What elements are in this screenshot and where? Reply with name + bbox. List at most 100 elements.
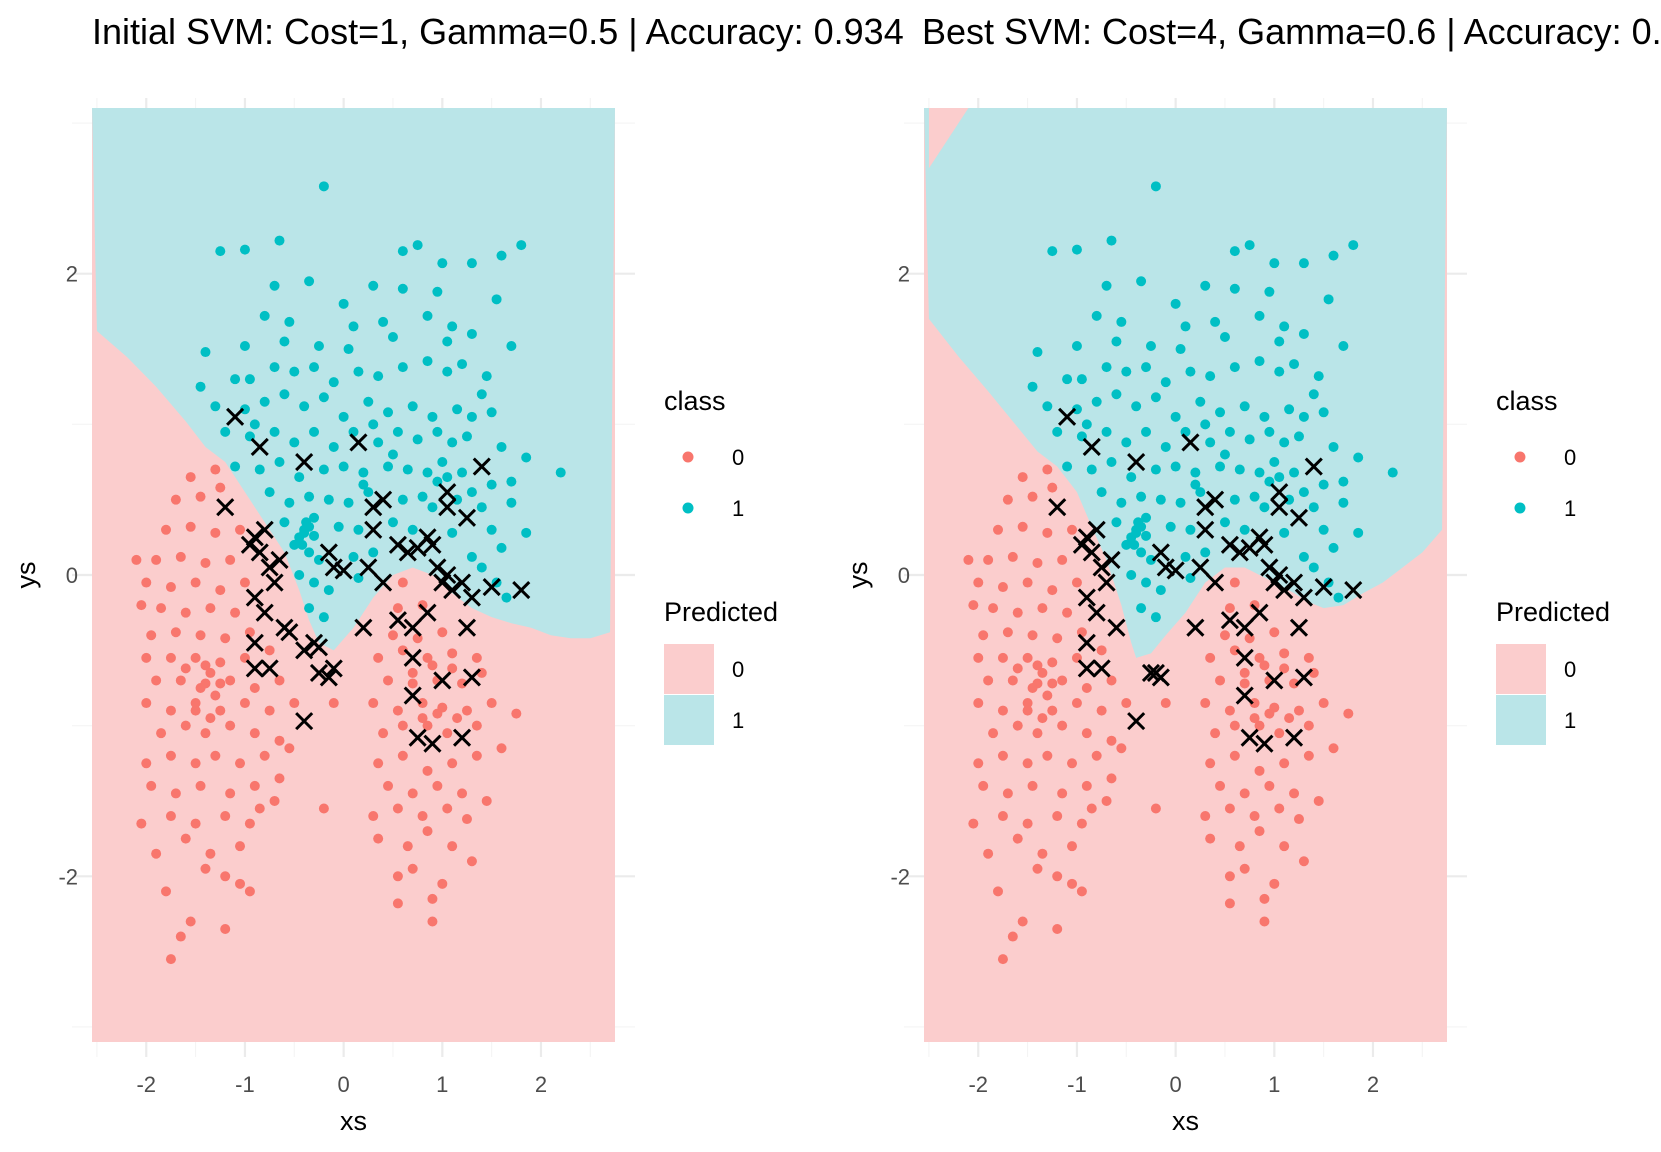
legend-predicted-0-label: 0 — [1564, 657, 1576, 682]
point-class-0 — [997, 582, 1008, 593]
point-class-0 — [1017, 472, 1028, 483]
point-class-1 — [1141, 512, 1152, 523]
point-class-1 — [1239, 524, 1250, 535]
point-class-0 — [442, 728, 453, 739]
support-vector-mark — [403, 686, 422, 705]
support-vector-stroke — [349, 433, 368, 452]
support-vector-mark — [1235, 648, 1254, 667]
support-vector-mark — [1102, 550, 1121, 569]
support-vector-mark — [1250, 603, 1269, 622]
point-class-0 — [437, 627, 448, 638]
point-class-0 — [447, 648, 458, 659]
point-class-0 — [1042, 690, 1053, 701]
point-class-0 — [146, 780, 157, 791]
support-vector-mark — [1344, 581, 1363, 600]
support-vector-stroke — [452, 573, 472, 592]
support-vector-stroke — [295, 452, 314, 472]
point-class-0 — [1215, 780, 1226, 791]
support-vector-mark — [457, 508, 477, 527]
point-class-0 — [205, 848, 216, 859]
point-class-1 — [1234, 464, 1245, 475]
point-class-1 — [1116, 316, 1127, 327]
support-vector-stroke — [1289, 618, 1309, 637]
support-vector-stroke — [1196, 498, 1215, 517]
support-vector-stroke — [1206, 490, 1225, 509]
x-axis-label: xs — [1172, 1106, 1199, 1136]
point-class-1 — [466, 487, 477, 498]
point-class-1 — [1111, 517, 1122, 528]
support-vector-mark — [374, 573, 393, 592]
support-vector-stroke — [240, 535, 259, 554]
point-class-1 — [1338, 497, 1349, 508]
point-class-0 — [392, 871, 403, 882]
point-class-0 — [1116, 743, 1127, 754]
point-class-0 — [1027, 491, 1038, 502]
point-class-0 — [1239, 678, 1250, 689]
point-class-1 — [1071, 404, 1082, 415]
support-vector-mark — [1196, 498, 1215, 517]
point-class-0 — [417, 698, 428, 709]
point-class-1 — [323, 585, 334, 596]
support-vector-stroke — [1127, 712, 1146, 731]
point-class-1 — [516, 240, 527, 251]
point-class-1 — [466, 258, 477, 269]
point-class-0 — [447, 841, 458, 852]
point-class-1 — [318, 181, 329, 192]
point-class-1 — [1274, 336, 1285, 347]
support-vector-stroke — [1127, 452, 1146, 472]
point-class-1 — [358, 479, 369, 490]
point-class-1 — [264, 487, 275, 498]
x-tick-label: -2 — [136, 1072, 156, 1097]
point-class-0 — [274, 735, 285, 746]
support-vector-mark — [1082, 543, 1101, 562]
point-class-1 — [1155, 585, 1166, 596]
point-class-1 — [437, 457, 448, 468]
point-class-0 — [1032, 728, 1043, 739]
point-class-0 — [1264, 708, 1275, 719]
point-class-1 — [1062, 374, 1073, 385]
point-class-0 — [1032, 863, 1043, 874]
point-class-1 — [353, 524, 364, 535]
point-class-0 — [269, 795, 280, 806]
point-class-1 — [1269, 457, 1280, 468]
point-class-1 — [318, 612, 329, 623]
predicted-region-1 — [92, 108, 615, 651]
support-vector-mark — [280, 623, 299, 642]
point-class-1 — [1215, 461, 1226, 472]
point-class-0 — [1303, 652, 1314, 663]
point-class-0 — [1017, 521, 1028, 532]
legend-predicted-1-key — [1496, 695, 1546, 745]
point-class-1 — [496, 542, 507, 553]
point-class-0 — [136, 818, 147, 829]
support-vector-stroke — [433, 671, 452, 690]
point-class-0 — [1249, 713, 1260, 724]
support-vector-mark — [1304, 457, 1323, 476]
point-class-0 — [1052, 871, 1063, 882]
point-class-1 — [486, 524, 497, 535]
support-vector-stroke — [270, 550, 289, 569]
point-class-1 — [506, 476, 517, 487]
point-class-1 — [1298, 328, 1309, 339]
point-class-1 — [1289, 467, 1300, 478]
point-class-1 — [555, 467, 566, 478]
point-class-1 — [1141, 577, 1152, 588]
point-class-1 — [397, 246, 408, 257]
point-class-0 — [963, 554, 974, 565]
point-class-0 — [1219, 630, 1230, 641]
point-class-1 — [309, 512, 320, 523]
point-class-1 — [353, 366, 364, 377]
point-class-1 — [328, 441, 339, 452]
support-vector-mark — [359, 558, 378, 577]
support-vector-stroke — [438, 498, 457, 517]
point-class-1 — [1269, 258, 1280, 269]
point-class-1 — [496, 441, 507, 452]
point-class-0 — [392, 603, 403, 614]
support-vector-stroke — [250, 543, 269, 562]
support-vector-mark — [374, 490, 393, 509]
support-vector-mark — [1156, 558, 1175, 577]
predicted-region-1 — [924, 108, 1447, 658]
point-class-1 — [1136, 603, 1147, 614]
point-class-1 — [274, 235, 285, 246]
point-class-1 — [1081, 419, 1092, 430]
support-vector-stroke — [1255, 535, 1274, 554]
